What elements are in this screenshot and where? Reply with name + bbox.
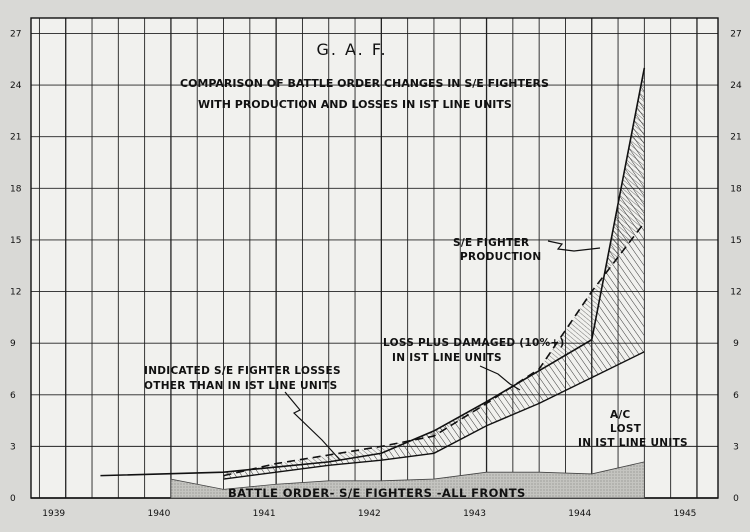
y-tick-label-right: 3 [733,442,739,452]
annotation-production-line-1: S/E FIGHTER [453,237,529,249]
annotation-other-losses-line-1: INDICATED S/E FIGHTER LOSSES [144,365,341,377]
y-tick-label-left: 15 [10,236,21,246]
y-tick-label-left: 6 [10,391,16,401]
x-tick-label: 1944 [568,509,591,519]
y-tick-label-left: 3 [10,442,16,452]
y-tick-label-left: 0 [10,494,16,504]
y-tick-label-left: 18 [10,184,22,194]
annotation-ac-lost-line-1: A/C [610,409,631,421]
annotation-ac-lost-line-3: IN IST LINE UNITS [578,437,688,449]
y-tick-label-right: 0 [733,494,739,504]
y-tick-label-right: 12 [730,288,741,298]
annotation-loss-damaged-line-2: IN IST LINE UNITS [392,352,502,364]
chart-subtitle-line-2: WITH PRODUCTION AND LOSSES IN IST LINE U… [198,98,512,111]
y-tick-label-right: 18 [730,184,742,194]
chart-title: G. A. F. [316,40,387,59]
y-tick-label-right: 21 [730,133,741,143]
x-tick-label: 1939 [42,509,65,519]
annotation-ac-lost-line-2: LOST [610,423,642,435]
annotation-battle-order: BATTLE ORDER- S/E FIGHTERS -ALL FRONTS [228,486,526,500]
y-tick-label-right: 6 [733,391,739,401]
x-tick-label: 1942 [358,509,381,519]
y-tick-label-left: 9 [10,339,16,349]
y-tick-label-right: 24 [730,81,742,91]
x-tick-label: 1943 [463,509,486,519]
y-tick-label-left: 21 [10,133,21,143]
y-tick-label-right: 27 [730,29,741,39]
annotation-loss-damaged-line-1: LOSS PLUS DAMAGED (10%+) [383,337,565,349]
annotation-production-line-2: PRODUCTION [460,251,541,263]
annotation-other-losses-line-2: OTHER THAN IN IST LINE UNITS [144,380,338,392]
y-tick-label-left: 24 [10,81,22,91]
x-tick-label: 1945 [674,509,697,519]
x-tick-label: 1940 [147,509,170,519]
x-tick-label: 1941 [253,509,276,519]
chart-subtitle-line-1: COMPARISON OF BATTLE ORDER CHANGES IN S/… [180,77,549,90]
y-tick-label-right: 15 [730,236,741,246]
y-tick-label-left: 12 [10,288,21,298]
y-tick-label-left: 27 [10,29,21,39]
y-tick-label-right: 9 [733,339,739,349]
